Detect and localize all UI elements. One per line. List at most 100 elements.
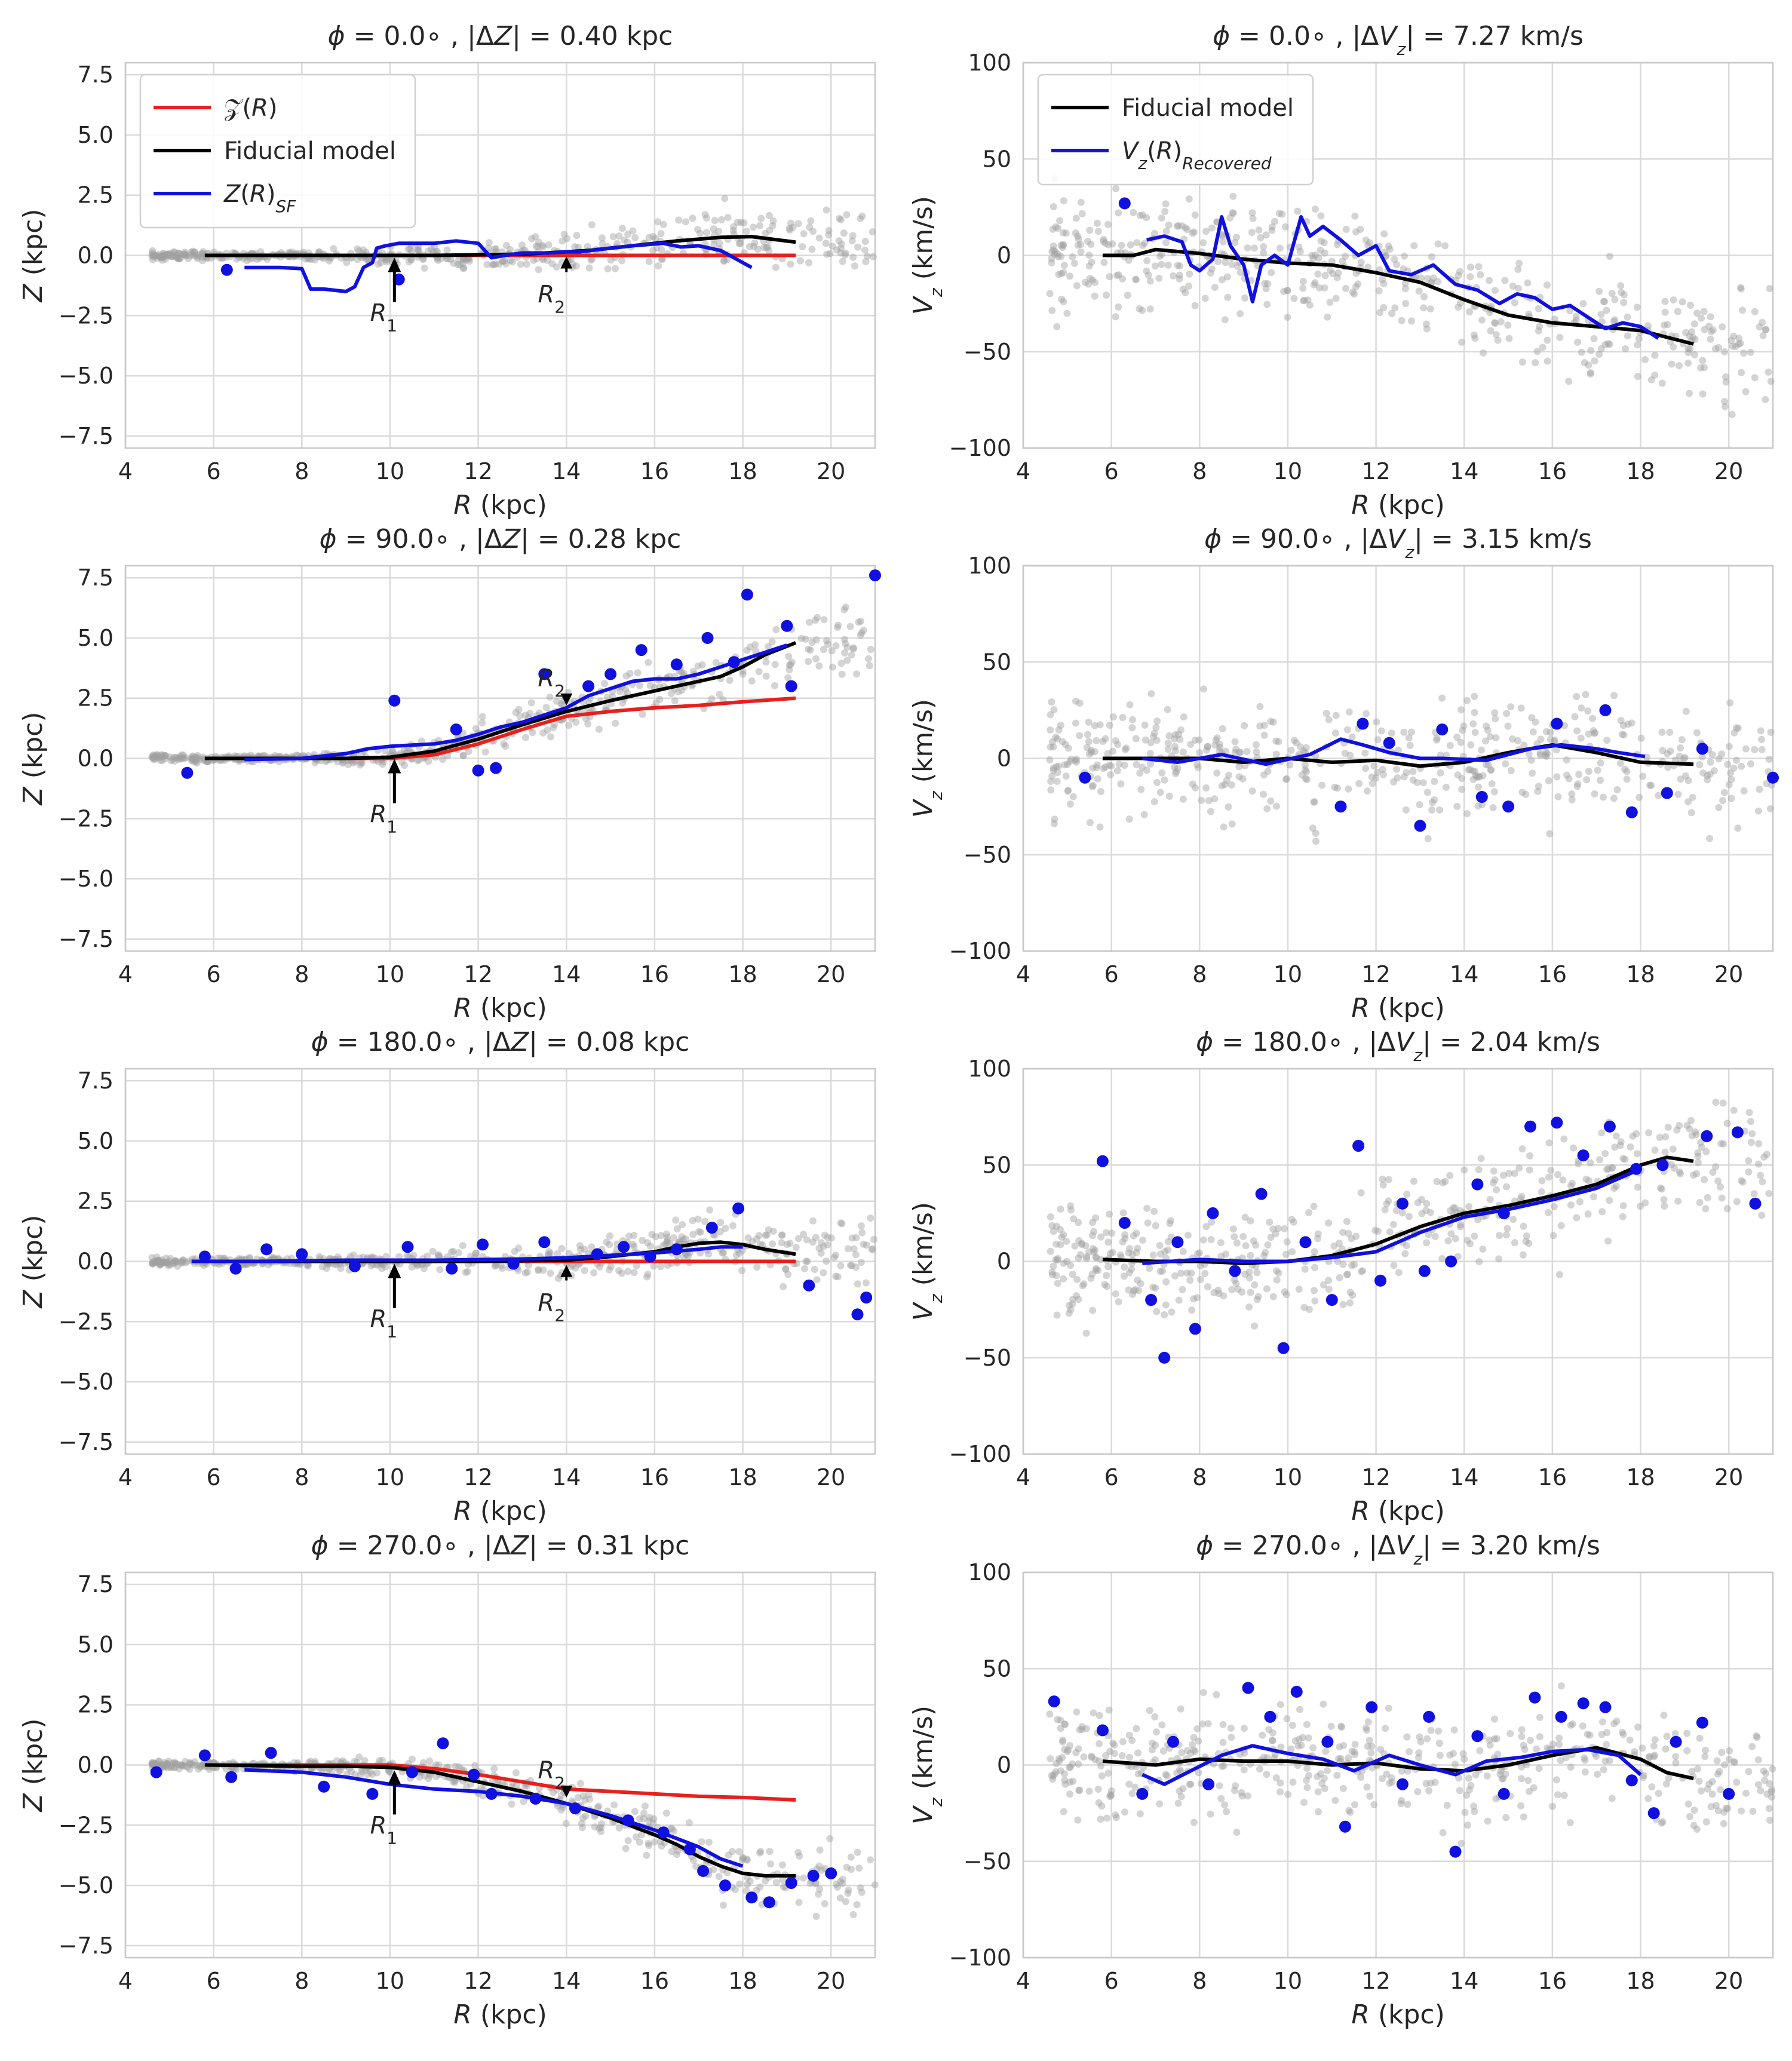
star-point (1670, 343, 1677, 351)
star-point (1182, 289, 1189, 296)
data-point (1701, 1130, 1713, 1142)
star-point (1386, 1780, 1394, 1787)
star-point (1603, 1729, 1611, 1737)
star-point (1228, 820, 1236, 828)
y-axis-label: Vz (km/s) (908, 1706, 946, 1824)
x-tick-label: 14 (1450, 1464, 1478, 1490)
star-point (1612, 1132, 1620, 1140)
star-point (829, 663, 836, 671)
star-point (1754, 807, 1762, 815)
x-tick-label: 16 (640, 1968, 669, 1994)
star-point (1290, 1218, 1297, 1226)
star-point (1170, 272, 1177, 280)
star-point (429, 1247, 437, 1255)
star-point (1378, 275, 1386, 283)
star-point (513, 1781, 520, 1789)
star-point (1600, 298, 1607, 305)
star-point (1320, 239, 1328, 247)
star-point (520, 1798, 527, 1805)
star-point (425, 1775, 432, 1783)
star-point (1297, 1741, 1305, 1749)
star-point (1348, 1235, 1355, 1243)
star-point (1697, 1139, 1704, 1146)
star-point (1309, 1744, 1317, 1752)
star-point (670, 1234, 677, 1242)
star-point (1374, 1228, 1382, 1235)
star-point (1121, 1808, 1128, 1816)
star-point (848, 1234, 856, 1242)
star-point (167, 1763, 175, 1771)
star-point (1260, 771, 1268, 779)
star-point (787, 661, 794, 668)
star-point (1457, 738, 1465, 746)
star-point (1176, 262, 1184, 270)
data-point (719, 1879, 731, 1892)
star-point (1085, 1787, 1093, 1795)
star-point (1158, 769, 1166, 777)
star-point (1054, 769, 1061, 776)
star-point (1415, 1749, 1423, 1757)
star-point (1690, 1821, 1698, 1829)
star-point (1467, 263, 1474, 271)
star-point (1102, 1752, 1110, 1759)
star-point (1077, 1251, 1084, 1259)
star-point (1385, 1704, 1392, 1712)
star-point (148, 252, 156, 260)
star-point (1683, 1121, 1691, 1129)
star-point (1503, 1225, 1511, 1232)
star-point (1229, 1225, 1237, 1233)
star-point (1659, 747, 1667, 755)
star-point (858, 1888, 866, 1896)
star-point (1177, 1705, 1185, 1713)
r2-label: R2 (538, 1289, 565, 1325)
star-point (854, 243, 862, 251)
star-point (581, 1796, 589, 1804)
star-point (762, 672, 770, 680)
star-point (1493, 1186, 1501, 1194)
x-tick-label: 10 (1274, 1968, 1302, 1994)
star-point (839, 1879, 846, 1887)
x-tick-label: 20 (1714, 1968, 1743, 1994)
star-point (1094, 775, 1101, 783)
star-point (1334, 1258, 1342, 1265)
star-point (158, 1761, 165, 1769)
star-point (648, 1231, 656, 1238)
star-point (720, 1901, 727, 1909)
y-tick-label: 0.0 (78, 243, 113, 269)
star-point (1131, 1286, 1139, 1293)
star-point (1211, 795, 1219, 803)
y-axis-label: Vz (km/s) (908, 699, 946, 818)
data-point (618, 1241, 630, 1253)
star-point (1606, 1197, 1613, 1204)
star-point (1228, 781, 1235, 789)
star-point (1469, 720, 1477, 728)
star-point (1669, 1145, 1677, 1153)
star-point (1275, 210, 1283, 217)
star-point (1572, 317, 1580, 324)
star-point (1188, 1306, 1196, 1314)
data-point (490, 762, 502, 774)
star-point (1339, 1229, 1346, 1236)
r2-arrow-head (560, 693, 573, 706)
star-point (679, 1221, 686, 1228)
star-point (1509, 1216, 1517, 1223)
star-point (1677, 744, 1684, 752)
y-tick-label: 100 (968, 553, 1011, 579)
star-point (857, 1222, 865, 1230)
star-point (1475, 1166, 1483, 1173)
star-point (1093, 761, 1101, 769)
star-point (1368, 1743, 1376, 1750)
star-point (670, 1827, 678, 1835)
star-point (1520, 741, 1528, 749)
star-point (198, 253, 206, 261)
star-point (1061, 1780, 1069, 1788)
star-point (1585, 768, 1592, 775)
star-point (171, 1259, 179, 1267)
star-point (658, 1842, 665, 1850)
star-point (649, 232, 657, 240)
star-point (1101, 240, 1109, 247)
star-point (1494, 336, 1502, 344)
star-point (1303, 1777, 1310, 1784)
star-point (158, 752, 165, 759)
